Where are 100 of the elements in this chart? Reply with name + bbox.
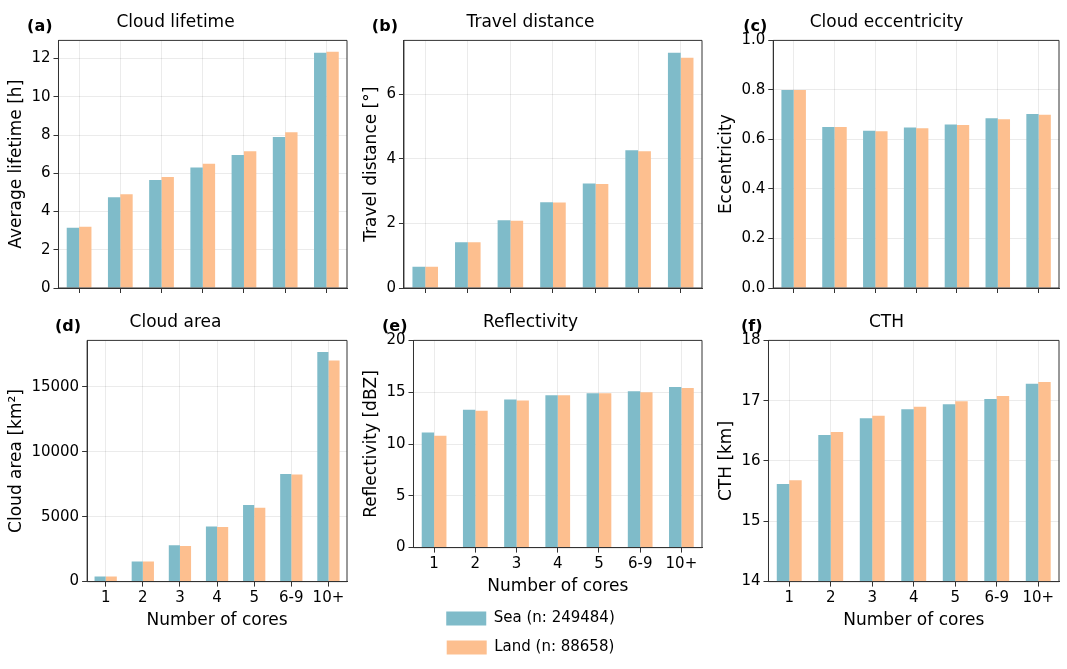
bar [582,183,596,288]
bar [497,220,511,288]
bar [105,576,117,582]
y-tick-label: 0.6 [741,129,766,148]
x-tick-label: 4 [212,588,222,607]
x-tick-label: 5 [950,588,961,607]
x-tick-label: 3 [175,588,185,607]
y-tick-label: 0.0 [741,277,766,296]
x-tick-label: 10+ [312,588,345,607]
bar [317,351,329,582]
bar [280,473,292,582]
bar [627,391,641,548]
y-tick-label: 2 [40,239,51,258]
y-axis-title: Eccentricity [714,114,735,215]
bar [205,526,218,582]
y-axis-title: Reflectivity [dBZ] [359,370,380,518]
bar [131,561,143,582]
bar [326,51,339,288]
x-tick-label: 2 [825,588,836,607]
bar [161,177,174,288]
chart-title: CTH [868,310,905,331]
y-tick-label: 10 [386,433,406,452]
y-tick-label: 15 [386,382,406,401]
bar [421,432,435,548]
text: (b) [371,15,398,35]
y-tick-label: 15 [741,511,761,530]
y-tick-label: 0.4 [741,178,766,197]
x-tick-label: 5 [249,588,259,607]
chart-title: Cloud area [129,310,222,331]
bar [202,163,216,288]
x-tick-label: 6-9 [279,588,304,607]
y-tick-label: 8 [40,124,51,143]
bar [190,167,203,288]
bar [243,505,255,582]
y-axis-title: CTH [km] [714,420,735,502]
chart-title: Travel distance [465,10,595,31]
x-tick-label: 4 [908,588,919,607]
bar [94,576,106,582]
x-tick-label: 6-9 [627,554,653,573]
bar [625,150,639,288]
legend-label: Land (n: 88658) [494,637,615,656]
bar [455,242,468,288]
y-tick-label: 5 [395,485,406,504]
bar [231,155,244,288]
y-tick-label: 0 [395,537,406,556]
x-tick-label: 1 [784,588,795,607]
y-tick-label: 0 [40,277,51,296]
bar [557,395,571,548]
y-axis-title: Cloud area [km²] [4,389,25,533]
bar [434,435,447,548]
chart-title: Cloud lifetime [116,10,235,31]
x-tick-label: 2 [138,588,148,607]
bar [475,410,488,548]
x-tick-label: 3 [511,554,522,573]
y-tick-label: 4 [40,201,51,220]
x-tick-label: 10+ [1022,588,1055,607]
bar [285,132,298,288]
bar [412,266,426,288]
y-tick-label: 10 [31,86,51,105]
y-tick-label: 6 [40,163,51,182]
text: (f) [740,315,763,335]
text: (a) [27,15,53,35]
bar [595,184,609,288]
x-tick-label: 2 [470,554,481,573]
bar [291,474,303,582]
y-tick-label: 4 [386,148,396,167]
bar [467,242,481,288]
y-tick-label: 15000 [31,376,80,395]
bar [328,360,340,582]
bar [217,527,229,582]
y-tick-label: 16 [741,450,761,469]
bar [149,179,162,288]
bar [107,197,121,288]
bar [504,399,517,548]
bar [314,52,327,288]
x-tick-label: 6-9 [984,588,1009,607]
y-tick-label: 0 [386,277,396,296]
y-tick-label: 2 [386,213,396,232]
x-axis-title: Number of cores [146,609,288,630]
bar [540,202,553,288]
y-tick-label: 10000 [31,441,80,460]
bar [681,388,694,548]
legend-label: Sea (n: 249484) [493,608,615,627]
x-tick-label: 1 [100,588,111,607]
bar [425,266,439,288]
chart-title: Cloud eccentricity [809,10,964,31]
bar [640,392,653,548]
bar [510,220,524,288]
bar [254,507,266,582]
y-tick-label: 0 [69,571,80,590]
bar [669,387,682,548]
bar [179,545,192,582]
y-tick-label: 0.2 [741,228,766,247]
bar [462,409,476,548]
y-tick-label: 0.8 [741,79,766,98]
chart-title: Reflectivity [483,310,578,331]
y-tick-label: 14 [741,571,761,590]
y-tick-label: 12 [31,48,51,67]
bar [680,57,694,288]
x-axis-title: Number of cores [487,575,629,596]
